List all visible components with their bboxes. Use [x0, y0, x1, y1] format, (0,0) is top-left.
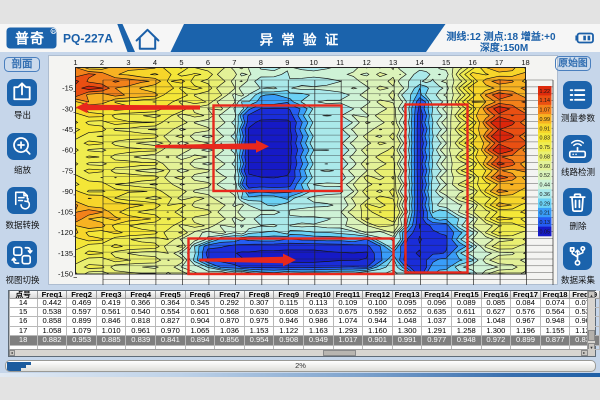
svg-text:0.99: 0.99	[540, 117, 551, 123]
svg-text:7: 7	[232, 58, 236, 67]
svg-text:0.05: 0.05	[540, 229, 551, 235]
svg-text:-135: -135	[58, 249, 73, 258]
svg-text:3: 3	[126, 58, 130, 67]
svg-text:11: 11	[336, 58, 344, 67]
svg-text:0.36: 0.36	[540, 192, 551, 198]
svg-text:18: 18	[521, 58, 529, 67]
svg-text:13: 13	[389, 58, 397, 67]
svg-text:0.60: 0.60	[540, 164, 551, 170]
svg-text:12: 12	[363, 58, 371, 67]
svg-text:异常验证: 异常验证	[260, 32, 347, 48]
svg-text:0.29: 0.29	[540, 201, 551, 207]
svg-text:-60: -60	[62, 146, 73, 155]
svg-text:普奇: 普奇	[15, 31, 45, 47]
svg-text:-105: -105	[58, 208, 73, 217]
svg-text:-90: -90	[62, 187, 73, 196]
svg-text:1.22: 1.22	[540, 89, 551, 95]
svg-text:1: 1	[73, 58, 77, 67]
svg-text:10: 10	[310, 58, 318, 67]
svg-text:6: 6	[206, 58, 210, 67]
svg-text:15: 15	[442, 58, 450, 67]
svg-text:PQ-227A: PQ-227A	[63, 32, 113, 46]
svg-text:测线:12 测点:18 增益:+0: 测线:12 测点:18 增益:+0	[446, 30, 556, 43]
svg-text:-30: -30	[62, 104, 73, 113]
svg-text:0.75: 0.75	[540, 145, 551, 151]
svg-text:0.44: 0.44	[540, 183, 551, 189]
svg-text:4: 4	[153, 58, 157, 67]
svg-text:0.52: 0.52	[540, 173, 551, 179]
svg-text:-15: -15	[62, 84, 73, 93]
svg-text:0.91: 0.91	[540, 126, 551, 132]
svg-text:-75: -75	[62, 166, 73, 175]
svg-text:9: 9	[285, 58, 289, 67]
svg-text:2: 2	[100, 58, 104, 67]
svg-text:深度:150M: 深度:150M	[480, 41, 528, 52]
svg-text:16: 16	[468, 58, 476, 67]
svg-text:-120: -120	[58, 228, 73, 237]
svg-text:8: 8	[259, 58, 263, 67]
svg-text:0.68: 0.68	[540, 154, 551, 160]
svg-text:14: 14	[415, 58, 423, 67]
svg-text:17: 17	[495, 58, 503, 67]
svg-text:1.07: 1.07	[540, 108, 551, 114]
svg-text:1.14: 1.14	[540, 98, 551, 104]
svg-text:5: 5	[179, 58, 183, 67]
svg-text:0.21: 0.21	[540, 211, 551, 217]
svg-text:R: R	[52, 29, 56, 34]
svg-text:0.13: 0.13	[540, 220, 551, 226]
svg-text:-150: -150	[58, 270, 73, 279]
svg-text:0.83: 0.83	[540, 136, 551, 142]
svg-text:-45: -45	[62, 125, 73, 134]
